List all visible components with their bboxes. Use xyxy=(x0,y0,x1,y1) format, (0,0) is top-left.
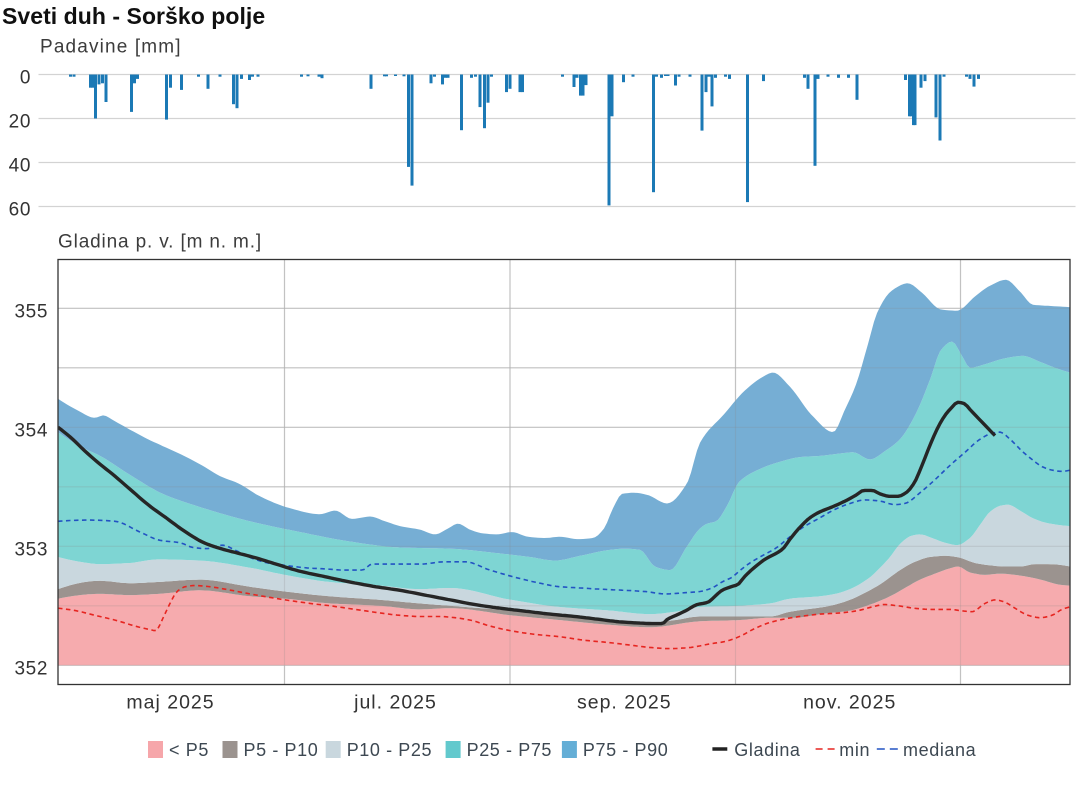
svg-text:P25 - P75: P25 - P75 xyxy=(467,740,552,760)
svg-text:40: 40 xyxy=(9,156,31,177)
svg-text:Sveti duh - Sorško polje: Sveti duh - Sorško polje xyxy=(2,3,265,29)
svg-text:< P5: < P5 xyxy=(169,740,209,760)
svg-text:Padavine [mm]: Padavine [mm] xyxy=(40,37,182,58)
svg-text:P5 - P10: P5 - P10 xyxy=(244,740,319,760)
svg-text:355: 355 xyxy=(14,301,48,322)
svg-text:Gladina p. v. [m n. m.]: Gladina p. v. [m n. m.] xyxy=(58,232,262,253)
svg-text:352: 352 xyxy=(14,658,48,679)
svg-text:jul. 2025: jul. 2025 xyxy=(353,692,437,714)
svg-text:P10 - P25: P10 - P25 xyxy=(347,740,432,760)
svg-text:sep. 2025: sep. 2025 xyxy=(577,692,672,714)
svg-text:mediana: mediana xyxy=(903,740,977,760)
svg-text:nov. 2025: nov. 2025 xyxy=(803,692,896,714)
svg-text:353: 353 xyxy=(14,539,48,560)
svg-text:maj 2025: maj 2025 xyxy=(126,692,214,714)
svg-text:354: 354 xyxy=(14,420,48,441)
svg-text:P75 - P90: P75 - P90 xyxy=(583,740,668,760)
svg-text:20: 20 xyxy=(9,112,31,133)
svg-text:60: 60 xyxy=(9,200,31,221)
svg-text:Gladina: Gladina xyxy=(734,740,801,760)
svg-text:0: 0 xyxy=(20,68,31,89)
svg-text:min: min xyxy=(839,740,870,760)
